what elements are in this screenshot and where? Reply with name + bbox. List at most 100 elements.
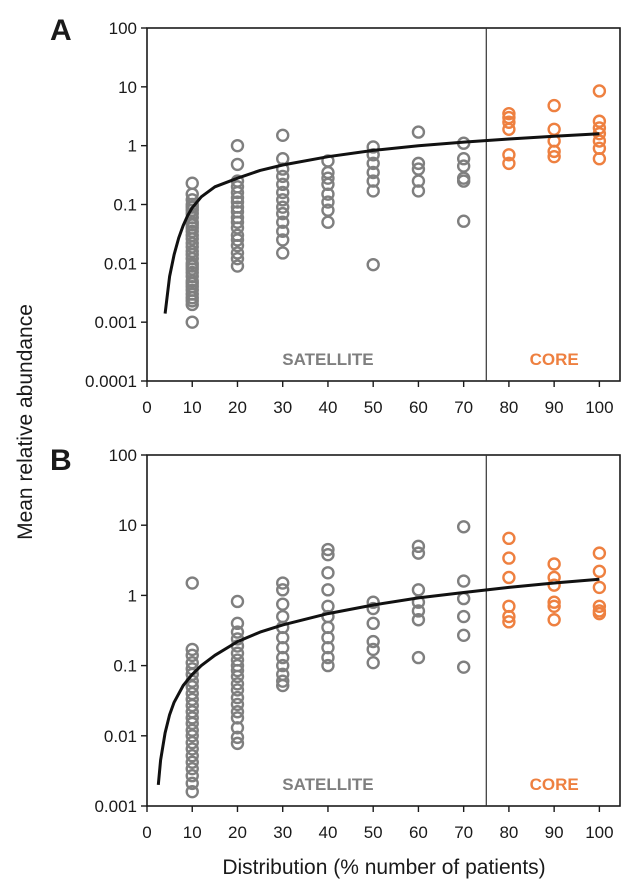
- panel-a-satellite-point: [276, 193, 290, 207]
- panel-b-satellite-point: [366, 616, 380, 631]
- panel-b-satellite-point: [230, 594, 245, 609]
- panel-a-satellite-point: [230, 233, 245, 247]
- panel-a-core-point: [592, 134, 607, 148]
- panel-b-letter: B: [50, 444, 72, 477]
- panel-a-satellite-point: [230, 191, 245, 205]
- panel-a-satellite-point: [185, 297, 199, 312]
- panel-a-satellite-point: [185, 232, 199, 246]
- panel-b-core-label: CORE: [530, 775, 579, 794]
- panel-a-satellite-point: [366, 156, 380, 171]
- panel-b-satellite-point: [230, 616, 245, 631]
- panel-b-x-tick-label: 90: [545, 823, 564, 842]
- panel-b-satellite-point: [321, 566, 335, 580]
- panel-a-satellite-point: [230, 259, 245, 273]
- panel-a-satellite-point: [230, 157, 245, 172]
- panel-a-x-tick-label: 70: [454, 398, 473, 417]
- panel-a-satellite-point: [411, 184, 426, 198]
- panel-b-satellite-point: [411, 539, 426, 554]
- panel-a-satellite-point: [276, 169, 290, 184]
- panel-a-satellite-point: [321, 195, 335, 209]
- panel-a-satellite-point: [276, 215, 290, 229]
- panel-b-satellite-point: [185, 711, 199, 725]
- panel-b-satellite-point: [185, 729, 199, 743]
- panel-b-core-point: [502, 551, 516, 565]
- panel-a: A 0.0001 0.001 0.01 0.1 1 10 100 0 10 20 30 40 50 60 7…: [50, 14, 621, 417]
- panel-b-satellite-point: [411, 546, 426, 560]
- panel-b-satellite-point: [321, 650, 335, 665]
- panel-b-satellite-point: [456, 520, 471, 534]
- panel-b-satellite-point: [230, 721, 245, 735]
- panel-b-satellite-point: [321, 658, 335, 673]
- panel-b-satellite-point: [185, 755, 199, 769]
- panel-a-satellite-point: [366, 257, 380, 272]
- panel-b-core-point: [502, 570, 516, 585]
- panel-b-satellite-point: [456, 609, 471, 624]
- panel-a-satellite-point: [456, 214, 471, 228]
- panel-b-satellite-point: [456, 591, 471, 606]
- panel-a-y-tick-label: 0.001: [94, 313, 137, 332]
- panel-b-satellite-point: [185, 716, 199, 731]
- panel-b-satellite-point: [185, 692, 199, 707]
- panel-a-satellite-point: [456, 159, 471, 173]
- panel-b-x-tick-label: 0: [142, 823, 151, 842]
- panel-b-y-tick-label: 0.01: [104, 727, 137, 746]
- panel-b-satellite-point: [230, 690, 245, 705]
- panel-b-satellite-point: [411, 604, 426, 618]
- panel-a-satellite-point: [321, 171, 335, 185]
- panel-b-core-point: [502, 531, 516, 546]
- panel-b-satellite-point: [230, 669, 245, 684]
- x-axis-title: Distribution (% number of patients): [222, 856, 545, 879]
- panel-a-core-point: [592, 114, 607, 128]
- panel-b-satellite-point: [230, 625, 245, 639]
- panel-b-satellite-point: [185, 698, 199, 713]
- panel-a-x-tick-label: 90: [545, 398, 564, 417]
- panel-b-satellite-point: [276, 609, 290, 624]
- panel-a-satellite-point: [230, 195, 245, 209]
- panel-a-core-point: [502, 115, 516, 129]
- panel-b-satellite-point: [276, 650, 290, 665]
- panel-a-satellite-point: [230, 215, 245, 229]
- panel-a-x-tick-label: 50: [364, 398, 383, 417]
- panel-a-letter: A: [50, 14, 72, 47]
- panel-b-satellite-point: [366, 634, 380, 649]
- panel-b-satellite-point: [230, 697, 245, 712]
- panel-b-satellite-point: [185, 784, 199, 799]
- panel-b-core-point: [502, 609, 516, 624]
- panel-a-satellite-point: [276, 128, 290, 143]
- panel-b-core-point: [592, 546, 607, 560]
- panel-b-satellite-point: [230, 730, 245, 745]
- panel-b-satellite-point: [185, 749, 199, 763]
- panel-b-satellite-point: [276, 576, 290, 590]
- panel-b-satellite-point: [366, 595, 380, 609]
- panel-b-x-tick-label: 80: [499, 823, 518, 842]
- panel-b-y-tick-label: 0.001: [94, 797, 137, 816]
- panel-b-frame: [146, 454, 621, 807]
- panel-b-y-tick-label: 100: [109, 446, 137, 465]
- panel-b-core-point: [592, 564, 607, 579]
- panel-b-y-tick-label: 1: [128, 586, 137, 605]
- panel-a-satellite-point: [230, 251, 245, 266]
- panel-b-core-point: [547, 613, 561, 627]
- panel-a-satellite-point: [276, 200, 290, 214]
- panel-a-core-point: [547, 98, 561, 113]
- panel-a-satellite-point: [185, 176, 199, 190]
- panel-a-core-point: [502, 122, 516, 136]
- panel-b-satellite-point: [276, 674, 290, 688]
- panel-a-x-tick-label: 40: [318, 398, 337, 417]
- panel-b-satellite-point: [321, 547, 335, 562]
- panel-b-satellite-point: [230, 646, 245, 660]
- panel-b-satellite-point: [185, 667, 199, 682]
- panel-b-satellite-point: [366, 601, 380, 616]
- panel-b-satellite-point: [276, 597, 290, 611]
- panel-a-frame: [146, 27, 621, 382]
- panel-b-x-tick-label: 10: [183, 823, 202, 842]
- panel-b-satellite-point: [185, 776, 199, 791]
- panel-b-x-tick-label: 30: [273, 823, 292, 842]
- panel-b-x-tick-label: 20: [228, 823, 247, 842]
- panel-b-satellite-point: [185, 769, 199, 783]
- panel-b-satellite-point: [185, 723, 199, 737]
- panel-b-core-point: [592, 599, 607, 613]
- panel-a-fit-curve: [163, 132, 600, 314]
- panel-a-satellite-point: [230, 246, 245, 260]
- panel-a-y-tick-label: 1: [128, 137, 137, 156]
